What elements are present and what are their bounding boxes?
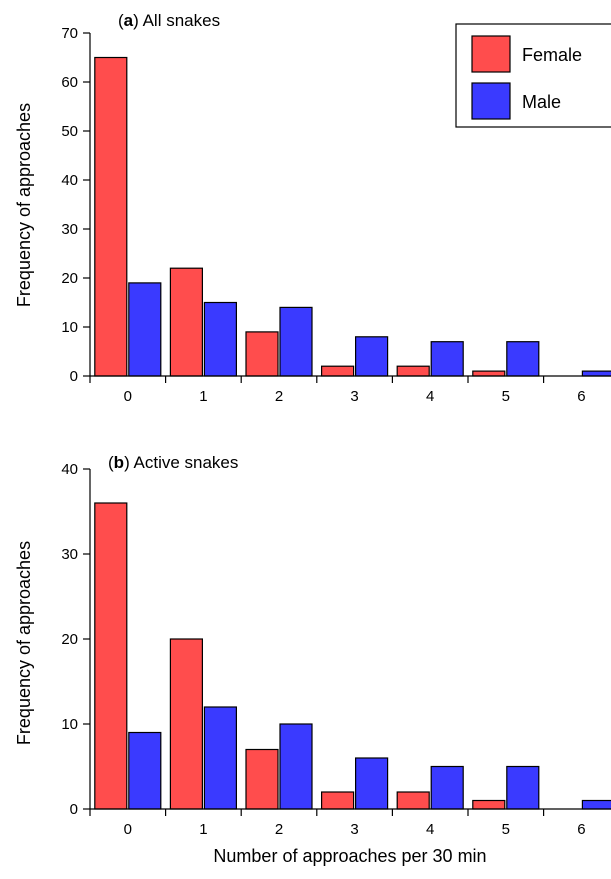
panel-a-y-tick-label: 50 <box>61 123 78 140</box>
panel-a-bar-male-5 <box>506 341 540 377</box>
panel-a-axes: 0 10 20 30 40 50 60 70 0 1 2 3 4 5 6 <box>61 25 611 405</box>
panel-a-x-tick-label: 3 <box>350 388 358 405</box>
panel-b-y-tick-label: 10 <box>61 716 78 733</box>
panel-b-x-tick-label: 0 <box>124 821 132 838</box>
panel-a-y-tick-label: 10 <box>61 319 78 336</box>
panel-a-y-tick-label: 20 <box>61 270 78 287</box>
panel-b-bar-male-5 <box>506 765 540 810</box>
panel-a-y-axis-label: Frequency of approaches <box>14 103 34 307</box>
panel-b-bar-female-2 <box>245 748 279 810</box>
panel-b-y-tick-label: 40 <box>61 461 78 478</box>
panel-b-bar-male-4 <box>430 765 464 810</box>
panel-a-bar-male-4 <box>430 341 464 377</box>
panel-b-y-tick-label: 20 <box>61 631 78 648</box>
panel-a-x-tick-label: 2 <box>275 388 283 405</box>
panel-b-bar-male-2 <box>279 723 313 810</box>
panel-b-bar-male-3 <box>355 757 389 810</box>
panel-a-title: (a) All snakes <box>118 11 220 30</box>
panel-a-x-tick-label: 1 <box>199 388 207 405</box>
panel-a-y-tick-label: 0 <box>70 368 78 385</box>
legend-swatch-male <box>471 82 511 120</box>
panel-b-bar-female-5 <box>472 799 506 810</box>
panel-b-bar-male-1 <box>203 706 237 810</box>
panel-a-bar-female-2 <box>245 331 279 377</box>
panel-a-x-tick-label: 5 <box>502 388 510 405</box>
panel-a-bar-female-0 <box>94 56 128 377</box>
panel-a-bar-female-5 <box>472 370 506 377</box>
panel-b-axes: 0 10 20 30 40 0 1 2 3 4 5 6 <box>61 461 611 838</box>
panel-a-x-tick-label: 6 <box>577 388 585 405</box>
panel-a-x-tick-label: 0 <box>124 388 132 405</box>
panel-b-y-tick-label: 30 <box>61 546 78 563</box>
x-axis-label: Number of approaches per 30 min <box>213 846 486 866</box>
panel-b-y-axis-label: Frequency of approaches <box>14 541 34 745</box>
legend-label-male: Male <box>522 92 561 112</box>
panel-a-y-tick-label: 60 <box>61 74 78 91</box>
panel-a-y-tick-label: 70 <box>61 25 78 42</box>
panel-a-x-tick-label: 4 <box>426 388 434 405</box>
panel-b-title: (b) Active snakes <box>108 453 238 472</box>
legend-swatch-female <box>471 35 511 73</box>
panel-b-bars <box>94 502 611 810</box>
panel-a-y-tick-label: 40 <box>61 172 78 189</box>
panel-a-bar-female-3 <box>321 365 355 377</box>
panel-a-bar-female-4 <box>396 365 430 377</box>
panel-b-x-tick-label: 4 <box>426 821 434 838</box>
panel-b-x-tick-label: 1 <box>199 821 207 838</box>
panel-b-x-tick-label: 3 <box>350 821 358 838</box>
panel-b-bar-female-4 <box>396 791 430 810</box>
panel-b-chart: (b) Active snakes Frequency of approache… <box>14 453 611 838</box>
panel-a-bar-male-1 <box>203 301 237 377</box>
legend-label-female: Female <box>522 45 582 65</box>
panel-a-bar-female-1 <box>169 267 203 377</box>
panel-b-x-tick-label: 5 <box>502 821 510 838</box>
panel-b-bar-male-0 <box>128 731 162 810</box>
panel-a-bar-male-6 <box>581 370 611 377</box>
panel-b-x-tick-label: 2 <box>275 821 283 838</box>
panel-a-bar-male-0 <box>128 282 162 377</box>
panel-b-bar-female-3 <box>321 791 355 810</box>
panel-b-bar-female-1 <box>169 638 203 810</box>
panel-a-chart: (a) All snakes Frequency of approaches 0… <box>14 11 611 405</box>
panel-b-x-tick-label: 6 <box>577 821 585 838</box>
panel-b-bar-male-6 <box>581 799 611 810</box>
panel-a-bar-male-3 <box>355 336 389 377</box>
panel-b-bar-female-0 <box>94 502 128 810</box>
panel-a-bar-male-2 <box>279 306 313 377</box>
legend: Female Male <box>455 23 611 128</box>
panel-a-y-tick-label: 30 <box>61 221 78 238</box>
panel-b-y-tick-label: 0 <box>70 801 78 818</box>
